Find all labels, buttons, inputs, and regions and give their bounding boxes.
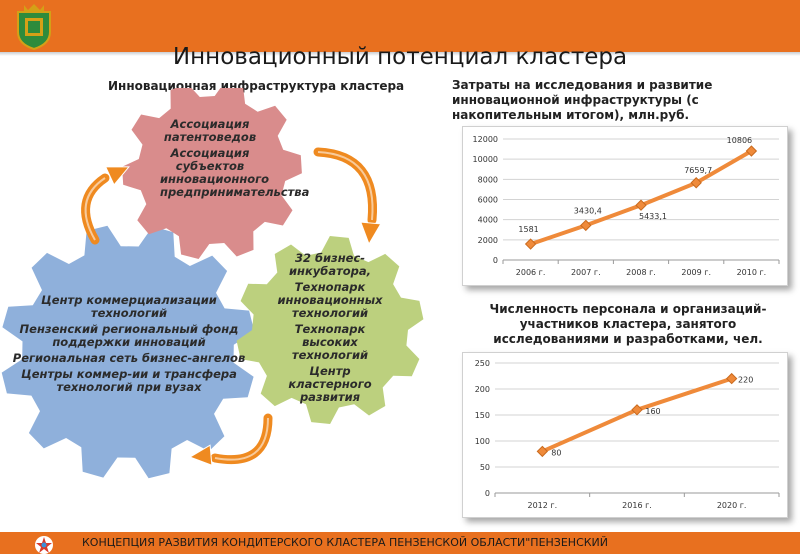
data-point [536,445,549,458]
y-tick-label: 4000 [478,216,498,225]
costs-chart-svg: 0 2000 4000 6000 8000 10000 12000 2006 г. 2007 г… [473,135,780,277]
y-tick-label: 100 [475,437,490,446]
data-point [725,372,738,385]
data-point [690,177,702,189]
y-tick-label: 0 [493,256,498,265]
x-tick-label: 2012 г. [528,501,558,510]
data-label: 10806 [727,136,752,145]
x-tick-label: 2020 г. [717,501,747,510]
y-tick-label: 50 [480,463,490,472]
red-gear-item: Ассоциация субъектов инновационного пред… [160,146,310,199]
data-point [524,238,537,250]
star-logo-icon [35,536,53,554]
y-tick-label: 0 [485,489,490,498]
y-tick-label: 12000 [473,135,498,144]
y-tick-label: 150 [475,411,490,420]
x-tick-label: 2006 г. [516,268,546,277]
green-gear-item: Центр кластерного развития [288,364,372,404]
green-gear-item: Технопарк инновационных технологий [277,280,383,320]
page-title: Инновационный потенциал кластера [172,44,628,70]
y-tick-label: 2000 [478,236,498,245]
header-shadow [0,52,800,56]
data-point [631,404,643,416]
green-gear-item: Технопарк высоких технологий [291,322,369,362]
header-bar [0,0,800,52]
footer-text: КОНЦЕПЦИЯ РАЗВИТИЯ КОНДИТЕРСКОГО КЛАСТЕР… [82,536,609,549]
data-point [745,145,758,157]
blue-gear-item: Центры коммер-ии и трансфера технологий … [21,367,237,394]
blue-gear-item: Региональная сеть бизнес-ангелов [12,351,246,365]
data-point [635,199,647,211]
y-tick-label: 250 [475,359,490,368]
coat-of-arms-icon [17,4,51,50]
x-tick-label: 2008 г. [626,268,656,277]
arrow-green-to-blue [188,413,273,466]
green-gear-text: 32 бизнес-инкубатора, Технопарк инноваци… [266,252,394,407]
blue-gear-item: Центр коммерциализации технологий [41,293,217,320]
costs-chart-caption: Затраты на исследования и развитие иннов… [452,78,713,122]
green-gear [236,236,424,424]
x-tick-label: 2016 г. [622,501,652,510]
arrow-red-to-green [313,147,382,246]
staff-chart: 0 50 100 150 200 250 2012 г. 2016 г. 2020 г. 80 16… [462,352,788,518]
staff-chart-caption: Численность персонала и организаций-учас… [489,302,767,346]
x-tick-label: 2007 г. [571,268,601,277]
costs-chart: 0 2000 4000 6000 8000 10000 12000 2006 г. 2007 г… [462,126,788,286]
gears-diagram [1,88,424,479]
y-tick-label: 200 [475,385,490,394]
series-line [529,149,753,246]
blue-gear-text: Центр коммерциализации технологий Пензен… [6,294,252,397]
data-label: 3430,4 [574,206,602,215]
green-gear-item: 32 бизнес-инкубатора, [288,251,372,278]
blue-gear-item: Пензенский региональный фонд поддержки и… [19,322,239,349]
footer-bar [0,532,800,554]
data-label: 160 [645,407,660,416]
arrow-blue-to-red [81,166,130,245]
red-gear-item: Ассоциация патентоведов [163,117,257,144]
data-label: 80 [551,448,561,457]
data-point [580,219,592,232]
y-tick-label: 6000 [478,196,498,205]
red-gear-text: Ассоциация патентоведов Ассоциация субъе… [160,117,310,202]
data-label: 220 [738,376,753,385]
blue-gear [1,225,255,479]
x-tick-label: 2010 г. [737,268,767,277]
red-gear [122,88,302,259]
y-tick-label: 8000 [478,175,498,184]
data-label: 1581 [518,225,538,234]
data-label: 7659,7 [684,166,712,175]
x-tick-label: 2009 г. [681,268,711,277]
data-label: 5433,1 [639,212,667,221]
y-tick-label: 10000 [473,155,498,164]
staff-chart-svg: 0 50 100 150 200 250 2012 г. 2016 г. 2020 г. 80 16… [475,359,780,510]
